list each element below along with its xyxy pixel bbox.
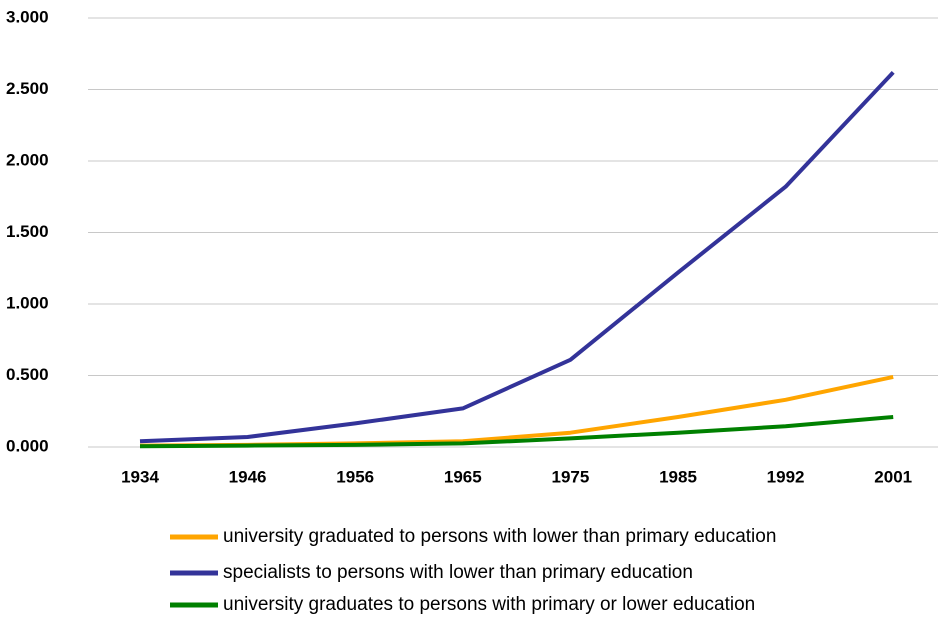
series-line [139, 70, 895, 444]
x-tick-label: 1992 [767, 467, 805, 486]
y-tick-label: 0.500 [6, 365, 49, 384]
x-tick-label: 1934 [121, 467, 159, 486]
x-tick-label: 1965 [444, 467, 482, 486]
y-tick-label: 1.500 [6, 222, 49, 241]
y-tick-label: 0.000 [6, 436, 49, 455]
series-line [139, 414, 894, 449]
y-tick-label: 2.500 [6, 79, 49, 98]
x-tick-label: 1975 [551, 467, 589, 486]
x-tick-label: 1956 [336, 467, 374, 486]
x-tick-label: 1985 [659, 467, 697, 486]
legend-label: university graduates to persons with pri… [223, 594, 755, 615]
y-tick-label: 3.000 [6, 7, 49, 26]
x-tick-label: 1946 [229, 467, 267, 486]
legend-label: university graduated to persons with low… [223, 526, 776, 547]
y-tick-label: 1.000 [6, 293, 49, 312]
legend-label: specialists to persons with lower than p… [223, 562, 693, 583]
x-tick-label: 2001 [874, 467, 912, 486]
y-tick-label: 2.000 [6, 150, 49, 169]
